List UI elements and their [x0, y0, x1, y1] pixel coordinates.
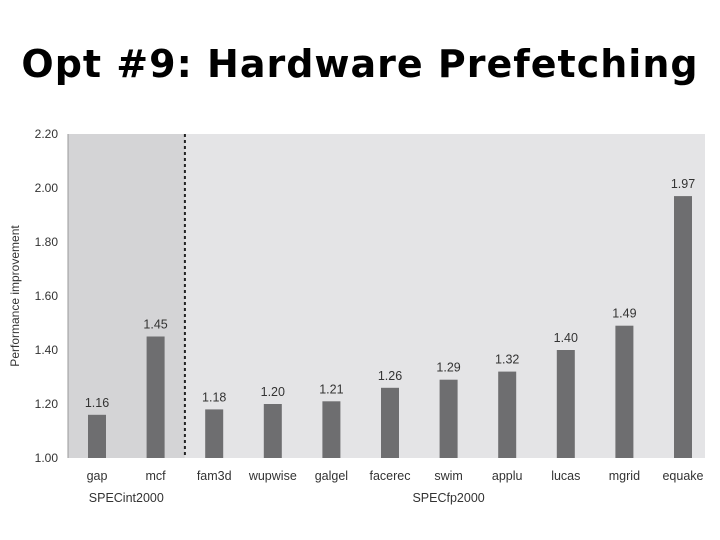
bar	[322, 401, 341, 458]
bars	[88, 196, 692, 458]
bar-value-label: 1.16	[85, 396, 109, 410]
bar-value-label: 1.29	[436, 361, 460, 375]
y-tick-label: 1.40	[35, 343, 59, 357]
bar-value-label: 1.49	[612, 307, 636, 321]
bar	[556, 350, 575, 458]
y-tick-label: 2.20	[35, 127, 59, 141]
x-tick-label: facerec	[370, 469, 411, 483]
y-tick-label: 2.00	[35, 181, 59, 195]
bar	[263, 404, 282, 458]
x-tick-label: swim	[434, 469, 462, 483]
y-tick-label: 1.20	[35, 397, 59, 411]
x-tick-label: mcf	[146, 469, 167, 483]
x-tick-label: gap	[87, 469, 108, 483]
bar	[674, 196, 692, 458]
x-ticks: gap mcf fam3d wupwise galgel facerec swim applu…	[87, 469, 704, 483]
bar	[146, 336, 165, 458]
bar-value-label: 1.32	[495, 353, 519, 367]
x-tick-label: mgrid	[609, 469, 640, 483]
y-ticks: 1.00 1.20 1.40 1.60 1.80 2.00 2.20	[35, 127, 59, 465]
x-tick-label: lucas	[551, 469, 580, 483]
value-labels: 1.16 1.45 1.18 1.20 1.21 1.26 1.29 1.32 1.40 1.49…	[85, 177, 695, 410]
y-tick-label: 1.00	[35, 451, 59, 465]
bar-value-label: 1.97	[671, 177, 695, 191]
bar-value-label: 1.40	[554, 331, 578, 345]
x-tick-label: equake	[662, 469, 703, 483]
bar-value-label: 1.26	[378, 369, 402, 383]
x-tick-label: galgel	[315, 469, 348, 483]
bar-value-label: 1.21	[319, 382, 343, 396]
bar	[615, 325, 634, 458]
specint-background	[68, 134, 185, 458]
x-tick-label: applu	[492, 469, 523, 483]
bar-value-label: 1.18	[202, 390, 226, 404]
bar	[498, 371, 517, 458]
group-labels: SPECint2000 SPECfp2000	[89, 491, 485, 505]
bar-value-label: 1.20	[261, 385, 285, 399]
bar	[205, 409, 224, 458]
bar	[381, 387, 399, 458]
bar	[439, 379, 458, 458]
y-tick-label: 1.80	[35, 235, 59, 249]
x-tick-label: wupwise	[248, 469, 297, 483]
y-axis-label: Performance improvement	[8, 225, 22, 367]
bar	[88, 414, 106, 458]
group-label: SPECint2000	[89, 491, 164, 505]
group-label: SPECfp2000	[412, 491, 484, 505]
y-tick-label: 1.60	[35, 289, 59, 303]
bar-value-label: 1.45	[143, 318, 167, 332]
slide-title: Opt #9: Hardware Prefetching	[21, 42, 699, 86]
x-tick-label: fam3d	[197, 469, 232, 483]
